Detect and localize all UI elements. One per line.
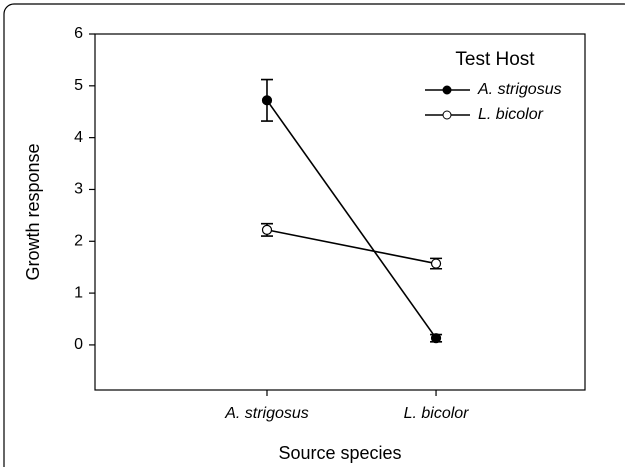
legend-label: L. bicolor: [478, 106, 544, 123]
y-tick-label: 0: [74, 336, 83, 353]
frame: [3, 3, 625, 467]
series-line: [266, 229, 437, 265]
x-axis-label: Source species: [278, 443, 401, 463]
y-axis-label: Growth response: [23, 143, 43, 280]
x-tick-label: A. strigosus: [224, 405, 309, 422]
y-tick-label: 6: [74, 25, 83, 42]
data-point: [430, 258, 442, 269]
legend-title: Test Host: [455, 49, 535, 70]
legend-label: A. strigosus: [477, 81, 562, 98]
legend-marker: [442, 85, 452, 95]
y-tick-label: 3: [74, 181, 83, 198]
y-tick-label: 2: [74, 232, 83, 249]
data-point: [430, 333, 442, 344]
data-point: [261, 224, 273, 235]
y-tick-label: 1: [74, 284, 83, 301]
y-tick-label: 5: [74, 77, 83, 94]
y-tick-label: 4: [74, 129, 83, 146]
series-line: [266, 99, 437, 339]
legend-marker: [442, 110, 452, 120]
plot-area: [94, 33, 586, 391]
data-point: [261, 95, 273, 106]
x-tick-label: L. bicolor: [404, 405, 470, 422]
